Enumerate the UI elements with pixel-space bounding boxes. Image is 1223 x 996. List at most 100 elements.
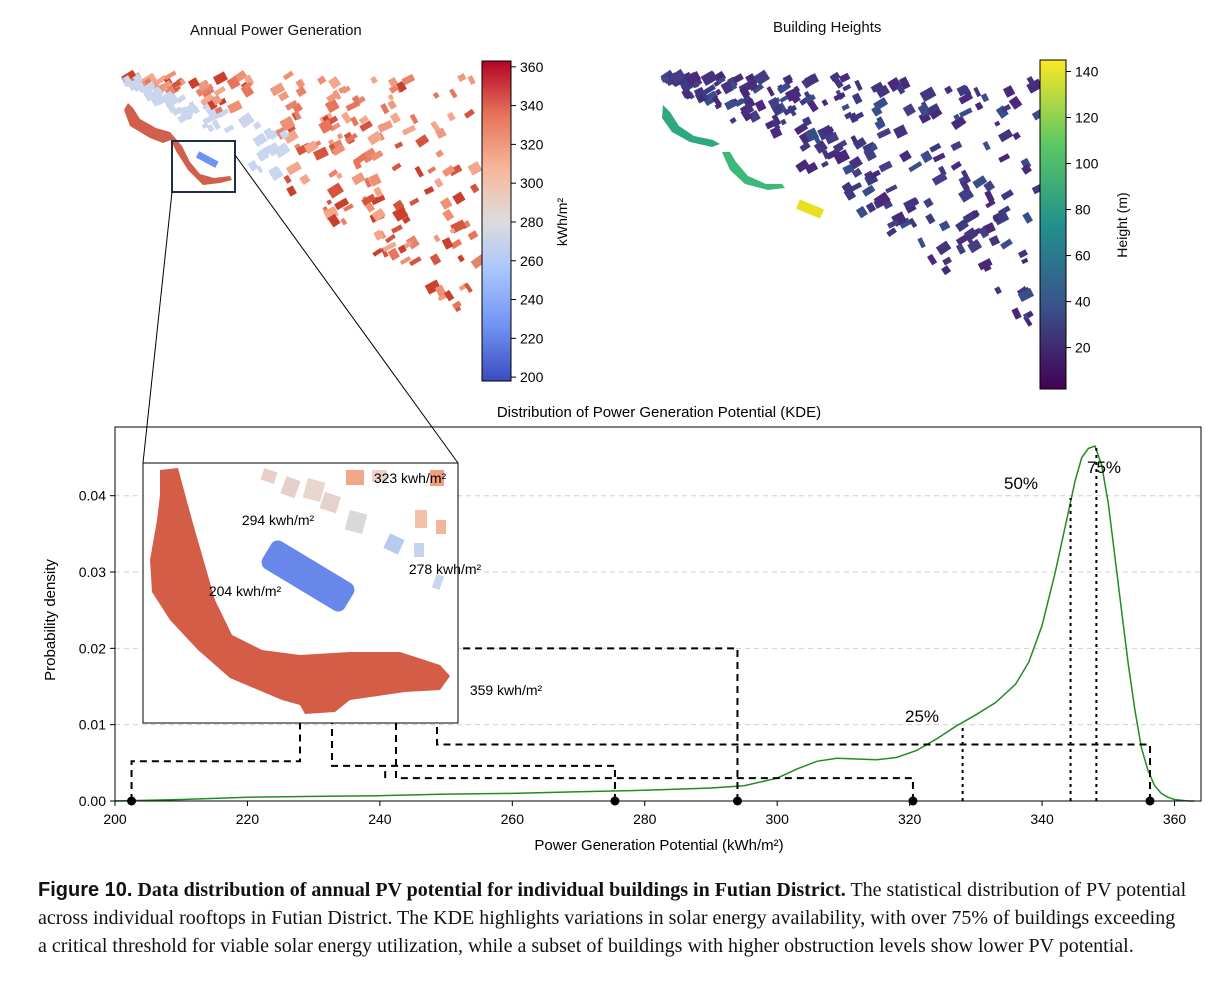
map-building bbox=[1026, 75, 1037, 88]
map-building bbox=[869, 169, 881, 179]
map-building bbox=[854, 79, 863, 92]
map-building bbox=[777, 81, 792, 95]
map-building bbox=[197, 79, 210, 92]
map-building bbox=[874, 119, 886, 130]
inset-value-label: 359 kwh/m² bbox=[470, 682, 543, 698]
map-building bbox=[893, 124, 908, 139]
map-building bbox=[218, 108, 230, 118]
map-building bbox=[1008, 95, 1023, 110]
zoom-connector-right bbox=[234, 154, 459, 464]
map-building bbox=[382, 241, 397, 252]
map-building bbox=[905, 203, 917, 214]
map-building bbox=[833, 77, 844, 89]
map-building bbox=[343, 203, 354, 212]
map-building bbox=[902, 103, 916, 117]
map-building bbox=[983, 264, 992, 272]
map-building bbox=[1000, 238, 1013, 250]
map-building bbox=[202, 115, 213, 125]
map-building bbox=[171, 79, 182, 89]
tall-corridor-building-2 bbox=[722, 152, 785, 190]
map-building bbox=[341, 111, 353, 125]
map-building bbox=[391, 162, 402, 172]
map-building bbox=[327, 213, 341, 228]
map-building bbox=[435, 149, 444, 158]
map-building bbox=[449, 227, 456, 234]
map-building bbox=[467, 75, 476, 85]
map-building bbox=[326, 182, 344, 199]
map-building bbox=[842, 84, 852, 92]
map-building bbox=[283, 174, 292, 184]
map-building bbox=[983, 180, 996, 193]
colorbar-tick-label: 120 bbox=[1075, 110, 1099, 126]
inset-value-label: 323 kwh/m² bbox=[374, 470, 447, 486]
map-building bbox=[334, 197, 350, 211]
map-building bbox=[399, 256, 412, 265]
map-building bbox=[378, 123, 385, 130]
map-building bbox=[442, 208, 455, 222]
map-building bbox=[303, 140, 319, 154]
zoom-box bbox=[171, 140, 236, 193]
map-building bbox=[397, 244, 407, 254]
colorbar-tick-label: 360 bbox=[520, 59, 544, 75]
map-building bbox=[227, 100, 243, 114]
map-building bbox=[1017, 287, 1035, 302]
map-building bbox=[929, 108, 943, 120]
inset-low-building bbox=[261, 540, 355, 612]
map-building bbox=[958, 92, 974, 105]
plot-frame bbox=[114, 426, 1202, 802]
map-building bbox=[279, 129, 290, 140]
map-building bbox=[821, 160, 829, 168]
x-tick-label: 320 bbox=[898, 811, 922, 827]
map-building bbox=[434, 284, 447, 298]
map-building bbox=[143, 89, 156, 102]
map-building bbox=[391, 224, 403, 234]
figure-caption: Figure 10. Data distribution of annual P… bbox=[38, 876, 1188, 960]
inset-frame bbox=[142, 462, 459, 724]
map-building bbox=[865, 202, 877, 213]
map-building bbox=[977, 258, 993, 271]
inset-building bbox=[436, 520, 446, 534]
map-building bbox=[394, 141, 404, 149]
caption-title: Data distribution of annual PV potential… bbox=[137, 879, 846, 901]
map-building bbox=[329, 122, 341, 132]
map-building bbox=[978, 226, 990, 239]
colorbar-tick-label: 100 bbox=[1075, 156, 1099, 172]
map-building bbox=[340, 217, 348, 226]
map-building bbox=[240, 83, 255, 98]
map-building bbox=[844, 111, 853, 120]
y-tick-label: 0.03 bbox=[79, 564, 106, 580]
map-building bbox=[780, 118, 787, 126]
kde-curve bbox=[114, 445, 1195, 802]
map-building bbox=[448, 164, 463, 177]
map-building bbox=[154, 74, 167, 86]
percentile-label: 50% bbox=[1004, 474, 1038, 493]
map-building bbox=[804, 73, 820, 87]
map-building bbox=[842, 163, 855, 175]
map-building bbox=[908, 217, 918, 228]
map-building bbox=[944, 85, 953, 95]
map-building bbox=[380, 103, 390, 115]
tall-corridor-building bbox=[662, 105, 720, 147]
map-building bbox=[878, 160, 893, 173]
map-building bbox=[185, 111, 193, 121]
x-tick-label: 340 bbox=[1030, 811, 1054, 827]
map-building bbox=[331, 143, 346, 156]
map-building bbox=[409, 113, 419, 125]
map-building bbox=[322, 115, 330, 123]
colorbar-tick-label: 220 bbox=[520, 330, 544, 346]
map-building bbox=[430, 120, 441, 133]
map-building bbox=[950, 115, 967, 130]
map-building bbox=[387, 99, 397, 110]
map-building bbox=[953, 113, 961, 121]
x-tick-label: 220 bbox=[236, 811, 260, 827]
map-building bbox=[926, 103, 940, 115]
map-building bbox=[1026, 310, 1034, 319]
map-building bbox=[920, 150, 933, 164]
inset-value-label: 204 kwh/m² bbox=[209, 583, 282, 599]
y-tick-label: 0.01 bbox=[79, 717, 106, 733]
map-building bbox=[441, 237, 454, 250]
map-building bbox=[326, 199, 333, 205]
map-building bbox=[316, 75, 327, 85]
inset-building bbox=[383, 533, 405, 555]
map-building bbox=[941, 265, 952, 276]
